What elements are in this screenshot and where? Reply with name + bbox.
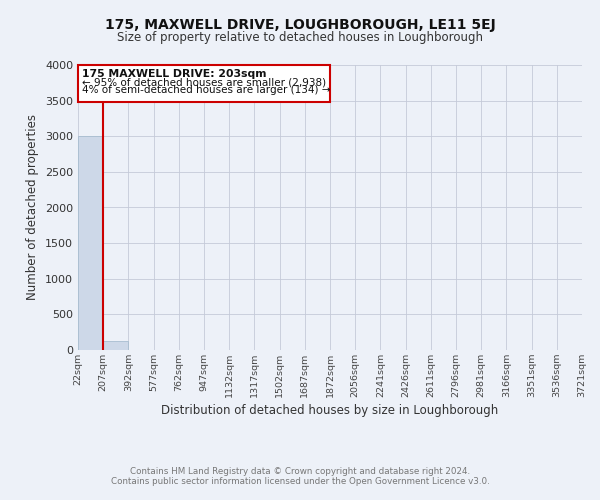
Bar bbox=[103, 342, 128, 350]
Text: Contains public sector information licensed under the Open Government Licence v3: Contains public sector information licen… bbox=[110, 477, 490, 486]
Bar bbox=[78, 65, 330, 102]
X-axis label: Distribution of detached houses by size in Loughborough: Distribution of detached houses by size … bbox=[161, 404, 499, 417]
Text: Contains HM Land Registry data © Crown copyright and database right 2024.: Contains HM Land Registry data © Crown c… bbox=[130, 467, 470, 476]
Text: 175 MAXWELL DRIVE: 203sqm: 175 MAXWELL DRIVE: 203sqm bbox=[82, 69, 266, 79]
Text: ← 95% of detached houses are smaller (2,938): ← 95% of detached houses are smaller (2,… bbox=[82, 78, 326, 88]
Bar bbox=[78, 136, 103, 350]
Text: 4% of semi-detached houses are larger (134) →: 4% of semi-detached houses are larger (1… bbox=[82, 86, 331, 96]
Text: 175, MAXWELL DRIVE, LOUGHBOROUGH, LE11 5EJ: 175, MAXWELL DRIVE, LOUGHBOROUGH, LE11 5… bbox=[104, 18, 496, 32]
Text: Size of property relative to detached houses in Loughborough: Size of property relative to detached ho… bbox=[117, 31, 483, 44]
Y-axis label: Number of detached properties: Number of detached properties bbox=[26, 114, 40, 300]
